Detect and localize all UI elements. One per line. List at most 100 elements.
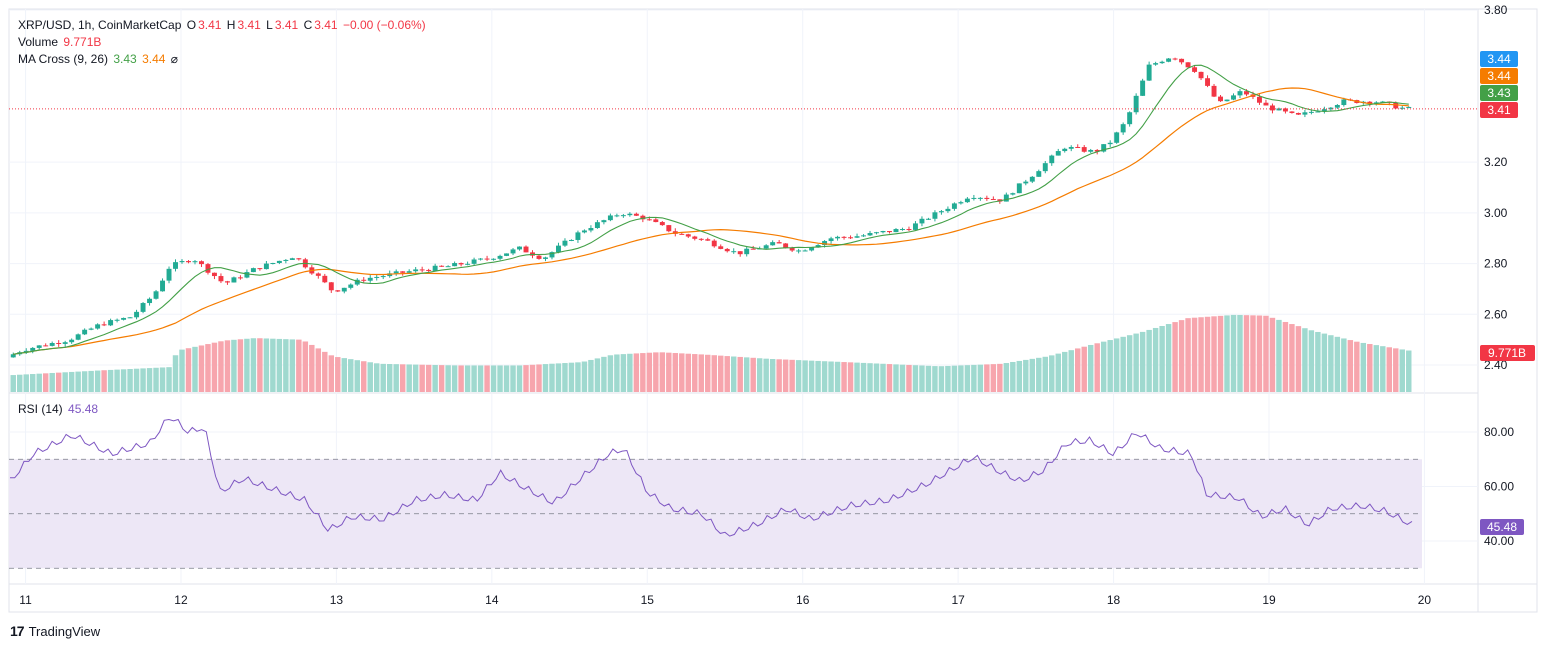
volume-bar xyxy=(1081,346,1087,392)
volume-bar xyxy=(1282,321,1289,392)
legend-low-value: 3.41 xyxy=(274,18,299,32)
volume-bar xyxy=(594,358,601,392)
legend-rsi-row[interactable]: RSI (14) 45.48 xyxy=(18,401,100,417)
candle-body xyxy=(906,229,912,231)
candle-body xyxy=(484,258,490,260)
volume-bar xyxy=(685,353,692,392)
volume-bar xyxy=(62,372,68,392)
volume-badge xyxy=(1480,345,1535,361)
candle-body xyxy=(912,223,918,230)
candle-body xyxy=(108,320,114,326)
candle-body xyxy=(802,250,808,252)
axis-badges: 3.44 3.44 3.43 3.41 9.771B 45.48 xyxy=(1480,51,1535,535)
candle-body xyxy=(134,311,140,318)
candle-body xyxy=(705,239,711,241)
candle-body xyxy=(685,234,691,237)
candle-body xyxy=(296,258,302,260)
volume-bar xyxy=(198,345,205,392)
legend-low-label: L xyxy=(266,18,273,32)
volume-bar xyxy=(860,362,867,392)
candle-body xyxy=(1153,63,1159,65)
ma-fast-line xyxy=(13,64,1409,355)
volume-bar xyxy=(990,364,997,392)
candle-body xyxy=(250,268,256,273)
candle-body xyxy=(121,317,127,320)
volume-bar xyxy=(438,365,445,392)
volume-bar xyxy=(1224,315,1230,392)
candle-body xyxy=(237,277,243,279)
candle-body xyxy=(822,241,828,246)
rsi-tick-label: 60.00 xyxy=(1484,480,1514,494)
candle-body xyxy=(23,350,29,353)
volume-bar xyxy=(354,360,360,392)
volume-bar xyxy=(893,364,899,392)
candle-body xyxy=(1049,155,1055,164)
candle-body xyxy=(594,222,600,229)
volume-bar xyxy=(971,364,977,392)
volume-bar xyxy=(620,354,627,392)
candle-body xyxy=(43,345,49,347)
volume-bar xyxy=(984,364,990,392)
legend-ma-row[interactable]: MA Cross (9, 26) 3.43 3.44 ⌀ xyxy=(18,51,180,67)
candle-body xyxy=(1198,71,1204,79)
volume-bar xyxy=(951,365,958,392)
candle-body xyxy=(958,202,964,204)
candle-body xyxy=(452,263,458,267)
candle-body xyxy=(848,237,854,239)
volume-bar xyxy=(711,355,717,392)
volume-badge-label: 9.771B xyxy=(1488,346,1526,360)
volume-bar xyxy=(17,374,23,392)
hidden-values-icon[interactable]: ⌀ xyxy=(170,52,179,66)
volume-bar xyxy=(886,364,893,392)
candle-body xyxy=(763,245,769,249)
candle-body xyxy=(854,236,860,238)
volume-bar xyxy=(873,363,880,392)
candle-body xyxy=(919,218,925,224)
candle-body xyxy=(458,263,464,265)
volume-bar xyxy=(1165,324,1172,392)
volume-bar xyxy=(880,363,886,392)
volume-bar xyxy=(153,367,159,392)
legend-ma-label: MA Cross (9, 26) xyxy=(18,52,109,66)
volume-bar xyxy=(49,372,55,392)
candle-body xyxy=(1055,151,1061,156)
candle-body xyxy=(1094,149,1100,152)
candle-body xyxy=(1231,95,1236,100)
candle-body xyxy=(718,246,724,249)
candle-body xyxy=(1341,99,1347,106)
candle-body xyxy=(432,265,438,271)
volume-bar xyxy=(140,368,146,392)
volume-bar xyxy=(847,362,854,392)
candle-body xyxy=(173,262,178,269)
volume-bar xyxy=(244,338,250,392)
candle-body xyxy=(218,276,224,282)
volume-bar xyxy=(94,370,101,392)
volume-bar xyxy=(1126,335,1133,392)
volume-bar xyxy=(808,360,815,392)
candle-body xyxy=(1393,102,1399,109)
volume-bar xyxy=(938,366,945,392)
tradingview-logo[interactable]: 17 TradingView xyxy=(10,623,100,639)
candle-body xyxy=(361,279,367,281)
candles xyxy=(10,57,1412,358)
volume-bar xyxy=(958,365,964,392)
volume-bar xyxy=(646,352,653,392)
volume-bar xyxy=(516,365,523,392)
volume-bar xyxy=(1308,330,1315,392)
candle-body xyxy=(607,215,613,221)
volume-bar xyxy=(81,371,88,392)
price-chart[interactable]: 3.80 3.20 3.00 2.80 2.60 2.40 80.00 60.00 40.00… xyxy=(0,0,1550,620)
volume-bar xyxy=(776,359,782,392)
candle-body xyxy=(1042,163,1048,172)
candle-body xyxy=(1023,181,1029,184)
volume-bar xyxy=(36,373,42,392)
candle-body xyxy=(581,230,587,233)
legend-volume-row[interactable]: Volume 9.771B xyxy=(18,34,103,50)
volume-bar xyxy=(309,344,315,392)
candle-body xyxy=(971,197,977,199)
candle-body xyxy=(750,248,756,250)
candle-body xyxy=(1205,78,1211,86)
rsi-axis-labels: 80.00 60.00 40.00 xyxy=(1484,425,1514,548)
volume-bar xyxy=(899,364,906,392)
candle-body xyxy=(1289,111,1295,113)
